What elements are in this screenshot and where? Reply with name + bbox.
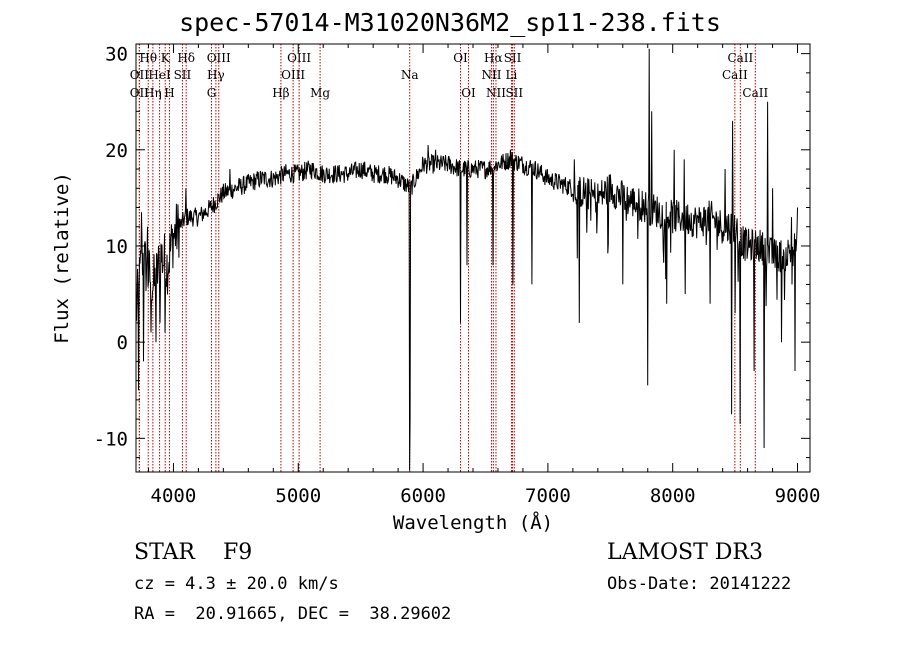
x-axis: 4000 5000 6000 7000 8000 9000 xyxy=(147,44,821,507)
x-tick-label: 8000 xyxy=(650,485,696,507)
line-marker-label: CaII xyxy=(722,68,748,82)
line-marker-label: OII xyxy=(130,68,150,82)
line-marker-label: SII xyxy=(174,68,192,82)
x-tick-label: 5000 xyxy=(275,485,321,507)
line-marker-label: CaII xyxy=(727,51,753,65)
line-marker-label: Hθ xyxy=(139,51,157,65)
y-tick-label: 10 xyxy=(105,236,128,258)
y-axis-label: Flux (relative) xyxy=(51,172,73,344)
line-marker-label: G xyxy=(207,86,217,100)
y-tick-label: 30 xyxy=(105,44,128,66)
object-subclass: F9 xyxy=(222,540,253,565)
y-axis: -10 0 10 20 30 xyxy=(94,44,810,459)
y-tick-label: 20 xyxy=(105,140,128,162)
line-marker-label: OIII xyxy=(287,51,311,65)
line-marker-label: Hδ xyxy=(177,51,195,65)
line-marker-label: CaII xyxy=(742,86,768,100)
line-marker-label: Hβ xyxy=(272,86,289,100)
line-marker-label: HeI xyxy=(148,68,171,82)
x-tick-label: 7000 xyxy=(525,485,571,507)
line-marker-label: SII xyxy=(505,86,523,100)
line-markers xyxy=(138,44,756,472)
spectrum-line xyxy=(135,48,798,471)
observation-date: Obs-Date: 20141222 xyxy=(607,574,792,594)
redshift-cz: cz = 4.3 ± 20.0 km/s xyxy=(134,574,339,594)
y-tick-label: 0 xyxy=(117,332,128,354)
line-marker-label: Mg xyxy=(310,86,330,100)
ra-dec-coordinates: RA = 20.91665, DEC = 38.29602 xyxy=(134,604,452,624)
survey-name: LAMOST DR3 xyxy=(607,540,763,565)
object-type: STAR xyxy=(134,540,195,565)
x-tick-label: 9000 xyxy=(775,485,821,507)
line-marker-label: OI xyxy=(461,86,476,100)
line-marker-label: OII xyxy=(130,86,150,100)
line-marker-label: Hγ xyxy=(207,68,225,82)
x-tick-label: 6000 xyxy=(400,485,446,507)
line-marker-label: K xyxy=(161,51,171,65)
line-marker-label: H xyxy=(164,86,174,100)
line-marker-label: SII xyxy=(504,51,522,65)
line-marker-label: OIII xyxy=(281,68,305,82)
object-class: STAR F9 xyxy=(134,540,252,565)
plot-frame xyxy=(135,43,811,473)
line-marker-label: OIII xyxy=(207,51,231,65)
line-marker-label: NII xyxy=(481,68,501,82)
line-marker-label: NII xyxy=(486,86,506,100)
line-marker-label: Na xyxy=(401,68,419,82)
y-tick-label: -10 xyxy=(94,428,128,450)
x-tick-label: 4000 xyxy=(151,485,197,507)
chart-title: spec-57014-M31020N36M2_sp11-238.fits xyxy=(179,8,721,37)
x-axis-label: Wavelength (Å) xyxy=(393,511,553,534)
line-marker-label: Li xyxy=(506,68,518,82)
line-marker-label: Hα xyxy=(484,51,503,65)
line-marker-label: Hη xyxy=(144,86,162,100)
line-marker-label: OI xyxy=(453,51,468,65)
